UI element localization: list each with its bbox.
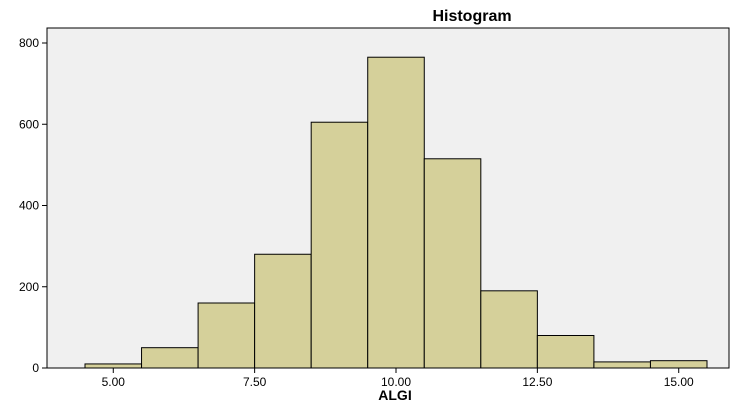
x-tick-label: 15.00 [664, 375, 694, 389]
y-tick-label: 0 [32, 361, 39, 375]
histogram-bar [367, 56, 425, 369]
histogram-bar [480, 290, 538, 369]
y-tick-label: 200 [19, 280, 39, 294]
x-tick-label: 12.50 [522, 375, 552, 389]
y-tick-label: 600 [19, 117, 39, 131]
y-tick-label: 400 [19, 199, 39, 213]
x-tick-label: 5.00 [102, 375, 126, 389]
histogram-bar [310, 121, 369, 369]
histogram-bar [649, 360, 708, 369]
bars-group [84, 56, 708, 369]
x-axis: 5.00 7.50 10.00 12.50 15.00 [102, 368, 694, 389]
x-tick-label: 10.00 [381, 375, 411, 389]
y-tick-label: 800 [19, 36, 39, 50]
histogram-bar [593, 361, 651, 369]
histogram-bar [254, 253, 312, 369]
chart-title: Histogram [432, 8, 511, 25]
histogram-bar [536, 335, 595, 369]
x-axis-label: ALGI [378, 387, 411, 403]
x-tick-label: 7.50 [243, 375, 267, 389]
histogram-bar [141, 347, 199, 369]
y-axis: 0 200 400 600 800 [19, 36, 47, 375]
histogram-bar [197, 302, 256, 369]
histogram-bar [84, 363, 143, 369]
histogram-bar [423, 158, 482, 369]
